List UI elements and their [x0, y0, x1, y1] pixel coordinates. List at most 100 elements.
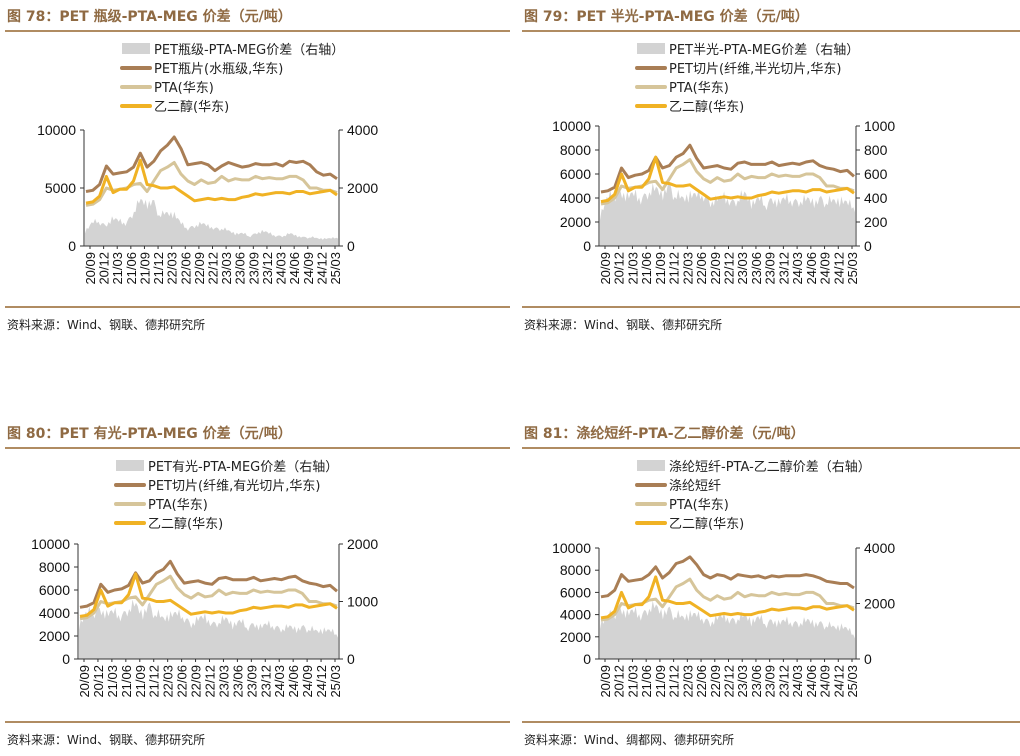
legend-swatch-spread: [116, 460, 144, 471]
x-tick-label: 23/12: [776, 665, 791, 698]
x-tick-label: 23/06: [233, 252, 248, 285]
x-tick-label: 20/12: [97, 252, 112, 285]
figure-81-source-text: Wind、绸都网、德邦研究所: [584, 733, 735, 747]
left-tick-label: 6000: [560, 166, 591, 182]
meg-price-line: [600, 155, 855, 204]
right-tick-label: 2000: [347, 536, 378, 552]
legend-label: 涤纶短纤: [669, 479, 721, 494]
x-tick-label: 24/03: [790, 665, 805, 698]
x-tick-label: 23/09: [763, 665, 778, 698]
legend-label: PET瓶片(水瓶级,华东): [154, 62, 283, 77]
meg-price-line: [600, 575, 855, 620]
x-tick-label: 23/03: [216, 665, 231, 698]
x-tick-label: 24/03: [790, 252, 805, 285]
figure-78-title: 图 78：PET 瓶级-PTA-MEG 价差（元/吨）: [5, 4, 510, 32]
pet-price-line: [600, 143, 855, 194]
right-tick-label: 400: [864, 190, 888, 206]
figure-79-source-divider: [522, 306, 1020, 308]
legend-label: 乙二醇(华东): [669, 99, 744, 115]
x-tick-label: 20/09: [598, 665, 613, 698]
x-tick-label: 20/09: [83, 252, 98, 285]
figure-80-chart: PET有光-PTA-MEG价差（右轴） PET切片(纤维,有光切片,华东) PTA(…: [31, 460, 378, 698]
figure-78-chart: PET瓶级-PTA-MEG价差（右轴） PET瓶片(水瓶级,华东) PTA(华东) 乙…: [37, 43, 378, 285]
x-tick-label: 23/12: [258, 665, 273, 698]
source-prefix: 资料来源：: [7, 318, 68, 332]
legend-label: PTA(华东): [148, 498, 208, 513]
figure-80-source: 资料来源：Wind、钢联、德邦研究所: [7, 731, 205, 748]
left-tick-label: 8000: [39, 559, 70, 575]
x-tick-label: 21/12: [151, 252, 166, 285]
spread-area-series: [600, 600, 855, 659]
left-tick-label: 5000: [45, 180, 76, 196]
right-tick-label: 2000: [347, 180, 378, 196]
left-tick-label: 6000: [560, 584, 591, 600]
left-tick-label: 2000: [560, 214, 591, 230]
legend-label: PTA(华东): [154, 81, 214, 96]
x-tick-label: 23/06: [749, 665, 764, 698]
right-tick-label: 4000: [347, 122, 378, 138]
pet-price-line: [79, 559, 338, 609]
legend-label: PET切片(纤维,半光切片,华东): [669, 62, 841, 77]
x-tick-label: 22/12: [203, 665, 218, 698]
right-tick-label: 0: [864, 238, 872, 254]
x-tick-label: 21/03: [625, 252, 640, 285]
left-tick-label: 8000: [560, 562, 591, 578]
left-tick-label: 10000: [31, 536, 70, 552]
x-tick-label: 22/09: [189, 665, 204, 698]
x-tick-label: 24/06: [286, 665, 301, 698]
x-tick-label: 21/09: [653, 252, 668, 285]
right-tick-label: 200: [864, 214, 888, 230]
right-tick-label: 800: [864, 142, 888, 158]
figure-79-panel: 图 79：PET 半光-PTA-MEG 价差（元/吨） PET半光-PTA-ME…: [522, 4, 1020, 339]
x-tick-label: 21/06: [639, 665, 654, 698]
meg-price-line: [79, 572, 338, 618]
x-tick-label: 21/03: [625, 665, 640, 698]
legend-swatch-spread: [637, 460, 665, 471]
figure-79-chart: PET半光-PTA-MEG价差（右轴） PET切片(纤维,半光切片,华东) PTA(…: [552, 43, 895, 285]
legend: PET半光-PTA-MEG价差（右轴） PET切片(纤维,半光切片,华东) PTA(…: [635, 43, 859, 115]
right-tick-label: 0: [864, 651, 872, 667]
x-tick-label: 22/12: [722, 665, 737, 698]
legend-swatch-spread: [122, 43, 150, 54]
legend-label: PTA(华东): [669, 498, 729, 513]
x-tick-label: 21/12: [147, 665, 162, 698]
figure-81-title: 图 81：涤纶短纤-PTA-乙二醇价差（元/吨）: [522, 421, 1020, 449]
legend-label: 乙二醇(华东): [669, 516, 744, 532]
x-tick-label: 20/12: [612, 665, 627, 698]
legend-label: PET有光-PTA-MEG价差（右轴）: [148, 460, 338, 475]
right-tick-label: 1000: [347, 594, 378, 610]
left-tick-label: 8000: [560, 142, 591, 158]
x-tick-label: 24/09: [301, 252, 316, 285]
left-tick-label: 0: [68, 238, 76, 254]
x-tick-label: 24/06: [804, 665, 819, 698]
left-tick-label: 6000: [39, 582, 70, 598]
x-tick-label: 20/12: [612, 252, 627, 285]
x-tick-label: 23/03: [219, 252, 234, 285]
legend: PET有光-PTA-MEG价差（右轴） PET切片(纤维,有光切片,华东) PTA(…: [114, 460, 338, 532]
left-tick-label: 4000: [560, 190, 591, 206]
x-tick-label: 22/09: [708, 665, 723, 698]
figure-78-source-text: Wind、钢联、德邦研究所: [67, 318, 206, 332]
pet-price-line: [600, 555, 855, 599]
legend: PET瓶级-PTA-MEG价差（右轴） PET瓶片(水瓶级,华东) PTA(华东) 乙…: [120, 43, 344, 115]
left-tick-label: 10000: [552, 540, 591, 556]
x-tick-label: 24/06: [287, 252, 302, 285]
x-tick-label: 21/06: [119, 665, 134, 698]
figure-78-panel: 图 78：PET 瓶级-PTA-MEG 价差（元/吨） PET瓶级-PTA-ME…: [5, 4, 510, 339]
x-tick-label: 25/03: [845, 665, 860, 698]
figure-81-panel: 图 81：涤纶短纤-PTA-乙二醇价差（元/吨） 涤纶短纤-PTA-乙二醇价差（…: [522, 421, 1020, 756]
x-tick-label: 25/03: [328, 252, 343, 285]
x-tick-label: 23/12: [776, 252, 791, 285]
x-tick-label: 23/06: [230, 665, 245, 698]
x-tick-label: 23/12: [260, 252, 275, 285]
spread-area: [600, 181, 855, 246]
left-tick-label: 0: [583, 238, 591, 254]
right-tick-label: 0: [347, 651, 355, 667]
source-prefix: 资料来源：: [524, 733, 585, 747]
x-tick-label: 22/06: [178, 252, 193, 285]
x-tick-label: 21/12: [667, 665, 682, 698]
x-tick-label: 24/12: [831, 252, 846, 285]
x-tick-label: 21/06: [639, 252, 654, 285]
figure-79-source-text: Wind、钢联、德邦研究所: [584, 318, 723, 332]
x-tick-label: 20/09: [77, 665, 92, 698]
